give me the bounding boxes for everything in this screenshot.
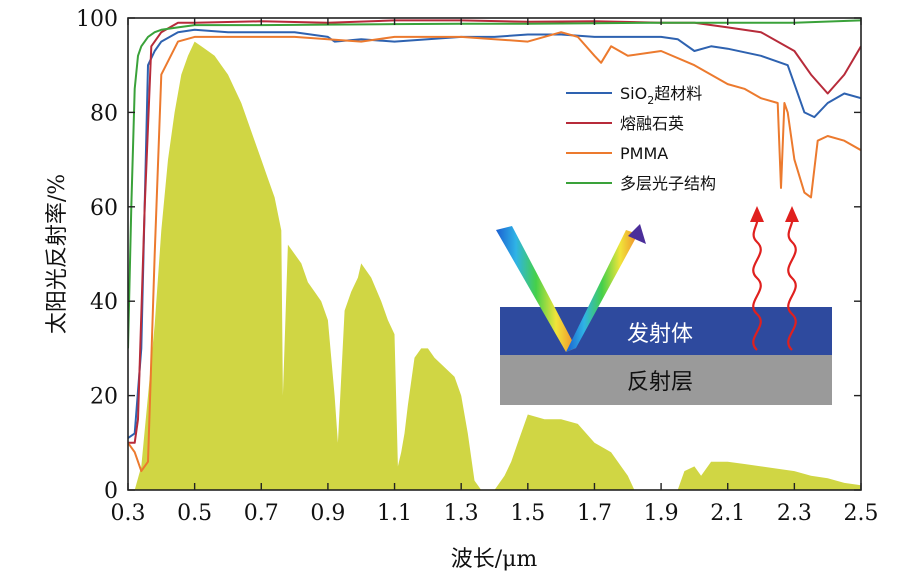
y-tick-label: 80 [90,101,118,126]
legend-entry: PMMA [566,144,668,163]
legend-label-sio2-sub: 2 [647,94,654,107]
solar-spectrum-fill [128,41,861,490]
x-tick-label: 2.1 [710,501,745,526]
thermal-emission-arrow-2 [787,215,797,351]
y-axis-ticks: 0 20 40 60 80 100 [76,7,861,504]
y-tick-label: 0 [104,479,118,504]
series-line-2 [128,31,861,473]
legend-label-fused-silica: 熔融石英 [620,114,684,133]
legend-entry: 多层光子结构 [566,174,716,193]
thermal-emission-arrowhead-2 [785,206,799,222]
y-tick-label: 100 [76,7,118,32]
x-tick-label: 1.1 [377,501,412,526]
legend-label-pmma: PMMA [620,144,668,163]
reflectance-series-lines [128,19,861,473]
legend-label-multilayer: 多层光子结构 [620,174,716,193]
legend-entry: SiO2超材料 [566,84,702,107]
reflector-label: 反射层 [627,370,693,395]
reflector-layer [500,355,832,405]
x-axis-ticks: 0.3 0.5 0.7 0.9 1.1 1.3 1.5 1.7 1.9 2.1 2.3 2.5 [111,18,879,526]
inset-diagram: 发射体 反射层 [496,206,832,405]
legend-label-sio2: SiO2超材料 [620,84,702,107]
y-tick-label: 40 [90,290,118,315]
x-tick-label: 0.3 [111,501,146,526]
legend-entry: 熔融石英 [566,114,684,133]
x-tick-label: 2.5 [844,501,879,526]
x-tick-label: 1.9 [644,501,679,526]
series-line-0 [128,28,861,439]
x-tick-label: 1.5 [510,501,545,526]
x-tick-label: 0.5 [177,501,212,526]
solar-spectrum-area [128,41,861,490]
legend: SiO2超材料 熔融石英 PMMA 多层光子结构 [566,84,716,193]
legend-label-sio2-main: SiO [620,84,647,103]
x-tick-label: 1.3 [444,501,479,526]
incident-light-beam [496,226,576,352]
y-tick-label: 20 [90,385,118,410]
x-tick-label: 2.3 [777,501,812,526]
x-axis-title: 波长/μm [451,547,538,572]
x-tick-label: 1.7 [577,501,612,526]
x-tick-label: 0.7 [244,501,279,526]
thermal-emission-arrow-1 [752,215,762,351]
legend-label-sio2-tail: 超材料 [654,84,702,103]
thermal-emission-arrowhead-1 [750,206,764,222]
series-line-3 [128,19,861,349]
reflected-light-beam [566,230,638,352]
x-tick-label: 0.9 [310,501,345,526]
reflected-light-arrowhead [628,224,646,244]
y-tick-label: 60 [90,196,118,221]
emitter-label: 发射体 [627,322,693,347]
plot-frame [127,17,862,491]
y-axis-title: 太阳光反射率/% [45,174,70,334]
